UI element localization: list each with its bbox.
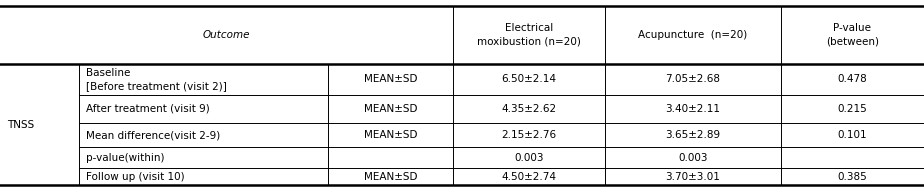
Text: 0.385: 0.385 <box>837 172 868 182</box>
Text: MEAN±SD: MEAN±SD <box>364 74 417 84</box>
Text: 0.478: 0.478 <box>837 74 868 84</box>
Text: Electrical
moxibustion (n=20): Electrical moxibustion (n=20) <box>477 23 581 47</box>
Text: MEAN±SD: MEAN±SD <box>364 172 417 182</box>
Text: MEAN±SD: MEAN±SD <box>364 130 417 140</box>
Text: Follow up (visit 10): Follow up (visit 10) <box>86 172 185 182</box>
Text: Outcome: Outcome <box>202 30 250 40</box>
Text: 0.003: 0.003 <box>678 153 708 163</box>
Text: Baseline
[Before treatment (visit 2)]: Baseline [Before treatment (visit 2)] <box>86 68 226 91</box>
Text: 4.35±2.62: 4.35±2.62 <box>502 104 556 114</box>
Text: P-value
(between): P-value (between) <box>826 23 879 47</box>
Text: TNSS: TNSS <box>7 120 34 130</box>
Text: 3.40±2.11: 3.40±2.11 <box>665 104 721 114</box>
Text: Acupuncture  (n=20): Acupuncture (n=20) <box>638 30 748 40</box>
Text: 0.101: 0.101 <box>837 130 868 140</box>
Text: 6.50±2.14: 6.50±2.14 <box>502 74 556 84</box>
Text: 4.50±2.74: 4.50±2.74 <box>502 172 556 182</box>
Text: 7.05±2.68: 7.05±2.68 <box>665 74 721 84</box>
Text: After treatment (visit 9): After treatment (visit 9) <box>86 104 210 114</box>
Text: 3.65±2.89: 3.65±2.89 <box>665 130 721 140</box>
Text: Mean difference(visit 2-9): Mean difference(visit 2-9) <box>86 130 220 140</box>
Text: 3.70±3.01: 3.70±3.01 <box>665 172 721 182</box>
Text: 0.215: 0.215 <box>837 104 868 114</box>
Text: 0.003: 0.003 <box>515 153 543 163</box>
Text: MEAN±SD: MEAN±SD <box>364 104 417 114</box>
Text: 2.15±2.76: 2.15±2.76 <box>502 130 556 140</box>
Text: p-value(within): p-value(within) <box>86 153 164 163</box>
